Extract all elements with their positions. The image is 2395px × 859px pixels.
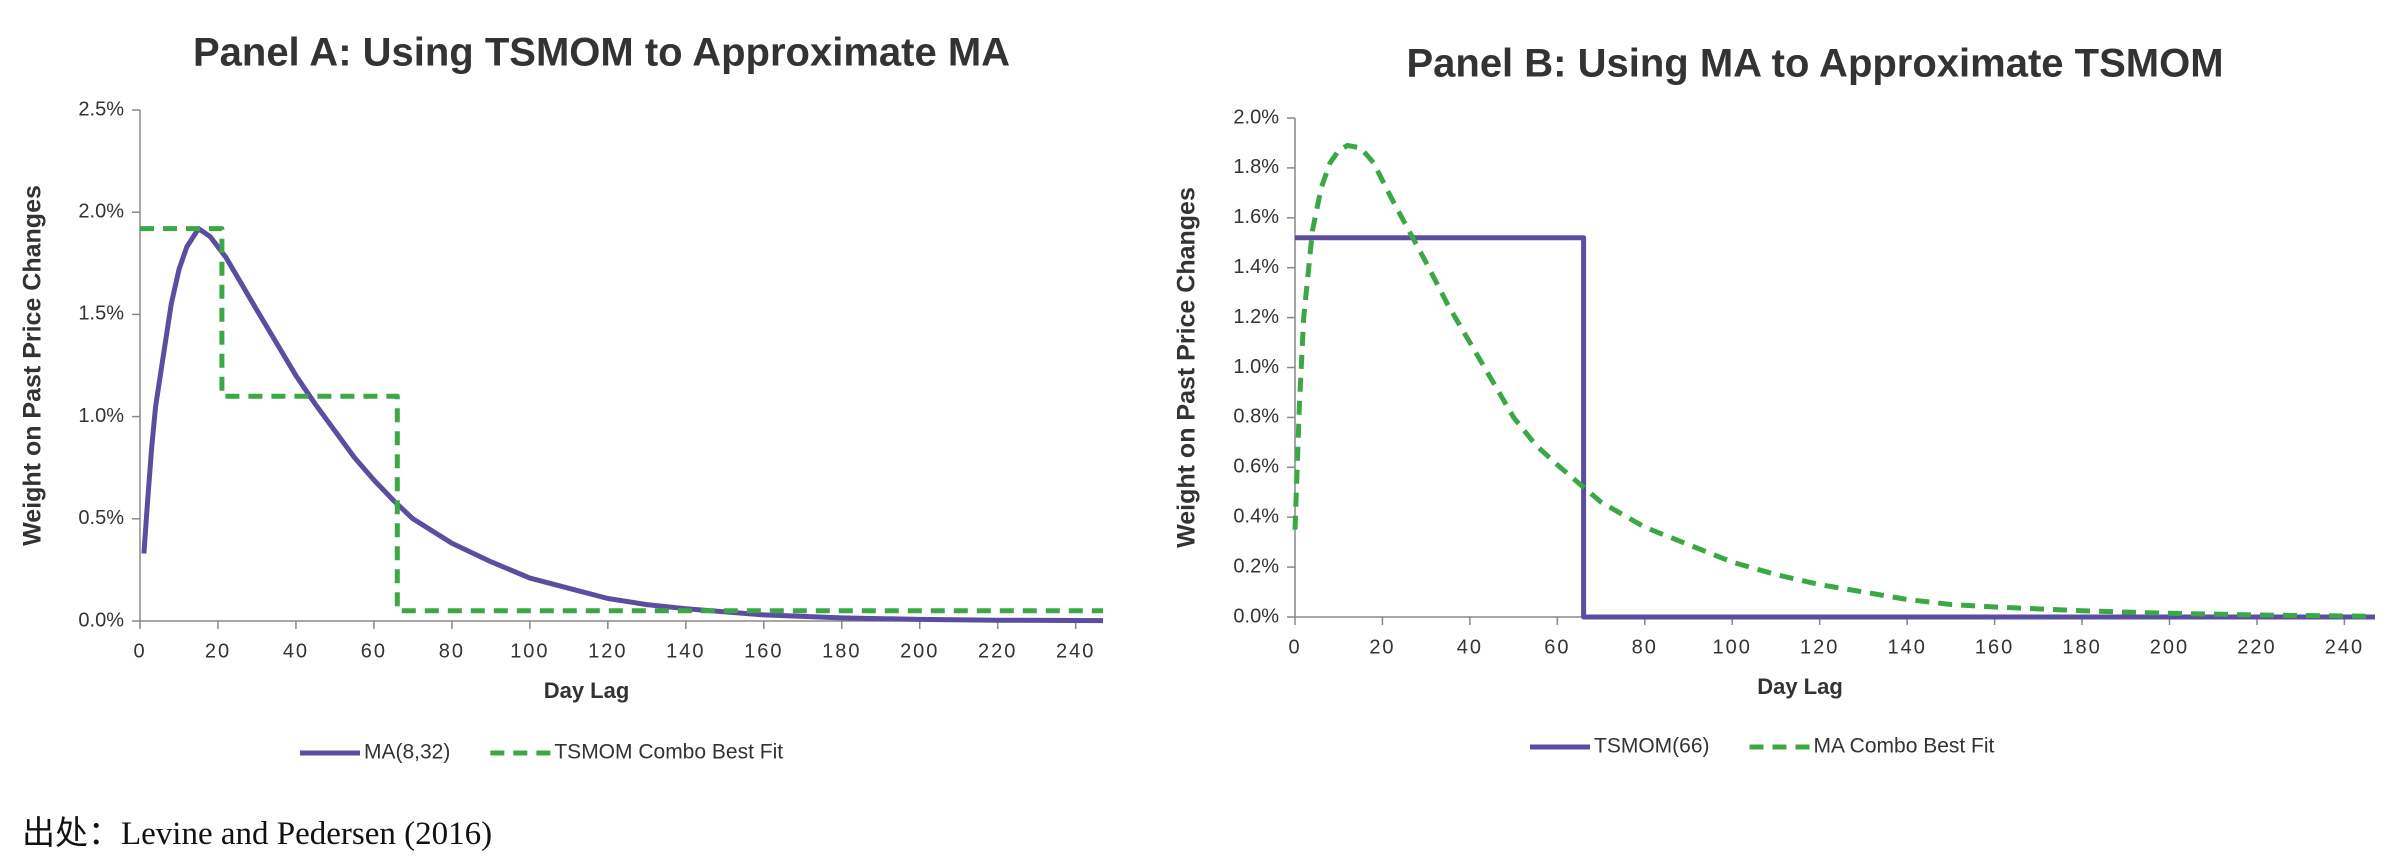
legend-label: TSMOM Combo Best Fit	[554, 741, 783, 764]
y-axis-label: Weight on Past Price Changes	[1173, 187, 1201, 548]
y-tick-label: 1.4%	[1233, 256, 1279, 278]
legend-label: MA(8,32)	[364, 741, 450, 764]
y-tick-label: 1.0%	[78, 405, 124, 427]
x-tick-label: 60	[361, 640, 387, 662]
x-tick-label: 80	[439, 640, 465, 662]
chart: Panel A: Using TSMOM to Approximate MA 0.…	[19, 31, 2376, 764]
x-tick-label: 240	[1056, 640, 1095, 662]
source-caption: 出处：Levine and Pedersen (2016)	[22, 816, 493, 852]
x-tick-label: 40	[283, 640, 309, 662]
y-tick-label: 1.2%	[1233, 306, 1279, 328]
x-tick-label: 220	[978, 640, 1017, 662]
x-tick-label: 140	[666, 640, 705, 662]
y-tick-label: 0.8%	[1233, 406, 1279, 428]
y-tick-label: 2.0%	[78, 200, 124, 222]
y-tick-label: 1.0%	[1233, 356, 1279, 378]
legend-label: MA Combo Best Fit	[1814, 735, 1995, 758]
y-tick-label: 0.0%	[1233, 605, 1279, 627]
x-tick-label: 0	[1288, 636, 1301, 658]
x-tick-label: 0	[133, 640, 146, 662]
x-axis-label: Day Lag	[1757, 674, 1843, 699]
x-tick-label: 180	[822, 640, 861, 662]
y-tick-label: 2.0%	[1233, 106, 1279, 128]
y-tick-label: 0.2%	[1233, 555, 1279, 577]
y-tick-label: 0.0%	[78, 609, 124, 631]
y-tick-label: 1.8%	[1233, 156, 1279, 178]
x-tick-label: 160	[744, 640, 783, 662]
x-tick-label: 240	[2325, 636, 2364, 658]
x-tick-label: 220	[2237, 636, 2276, 658]
series-line	[141, 226, 1104, 624]
x-tick-label: 20	[205, 640, 231, 662]
series-line	[1292, 142, 2376, 619]
y-tick-label: 0.4%	[1233, 505, 1279, 527]
x-tick-label: 100	[510, 640, 549, 662]
x-tick-label: 200	[2150, 636, 2189, 658]
y-tick-label: 0.5%	[78, 507, 124, 529]
x-tick-label: 60	[1544, 636, 1570, 658]
x-tick-label: 140	[1887, 636, 1926, 658]
y-tick-label: 2.5%	[78, 98, 124, 120]
series-line	[140, 226, 1103, 614]
x-tick-label: 120	[588, 640, 627, 662]
series-line	[1295, 235, 2375, 620]
chart-title: Panel A: Using TSMOM to Approximate MA	[193, 31, 1010, 75]
y-tick-label: 1.5%	[78, 303, 124, 325]
legend-label: TSMOM(66)	[1594, 735, 1710, 758]
x-tick-label: 80	[1632, 636, 1658, 658]
y-tick-label: 0.6%	[1233, 456, 1279, 478]
x-tick-label: 40	[1457, 636, 1483, 658]
x-tick-label: 200	[900, 640, 939, 662]
x-tick-label: 20	[1369, 636, 1395, 658]
x-tick-label: 180	[2062, 636, 2101, 658]
y-tick-label: 1.6%	[1233, 206, 1279, 228]
y-axis-label: Weight on Past Price Changes	[19, 185, 47, 546]
x-tick-label: 100	[1713, 636, 1752, 658]
x-axis-label: Day Lag	[544, 678, 630, 703]
chart-title: Panel B: Using MA to Approximate TSMOM	[1406, 42, 2223, 86]
x-tick-label: 120	[1800, 636, 1839, 658]
x-tick-label: 160	[1975, 636, 2014, 658]
